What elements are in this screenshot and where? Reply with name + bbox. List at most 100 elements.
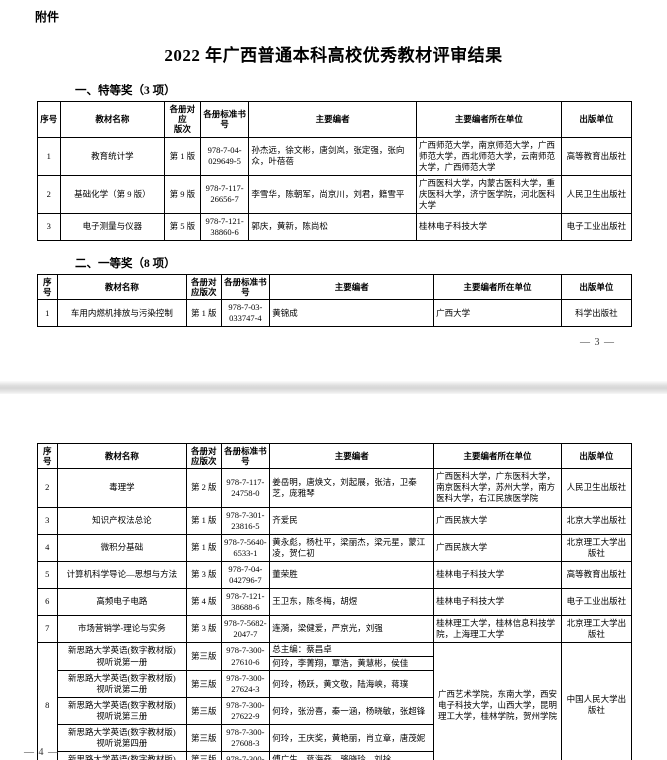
table-cell: 孙杰远，徐文彬，唐剑岚，张定强，张向众，叶蓓蓓 [248,136,417,176]
column-header: 序 号 [37,442,58,470]
table-cell: 董荣胜 [269,560,435,589]
cell-part: 何玲，李菁翔，覃浩，黄慧彬，侯佳 [270,656,434,670]
table-cell: 978-7-300- [220,751,271,760]
table-cell: 第三版 [186,697,222,726]
table-cell: 978-7-300- 27622-9 [220,697,271,726]
table-cell: 第 1 版 [186,506,222,535]
page-gap-divider [0,381,667,394]
table-cell: 总主编：蔡昌卓何玲，李菁翔，覃浩，黄慧彬，侯佳 [269,641,435,672]
table-cell: 8 [37,641,58,760]
first-prize-table-page3-grid: 序 号教材名称 各册对 应版次 各册标准书 号主要编者 主要编者所在单位 出版单位 1 车用… [37,273,633,328]
table-cell: 2 [37,468,58,508]
column-header: 各册标准书 号 [199,101,250,138]
table-cell: 978-7-301- 23816-5 [220,506,271,535]
table-cell: 广西艺术学院，东南大学，西安电子科技大学，山西大学，昆明理工大学，桂林学院，贺州… [433,641,562,760]
table-cell: 桂林理工大学，桂林信息科技学院，上海理工大学 [433,614,562,643]
table-cell: 978-7-03- 033747-4 [220,299,271,328]
table-row: 6 高频电子电路第 4 版 978-7-121- 38688-6 王卫东，陈冬梅，胡煜… [37,587,633,616]
table-cell: 第 4 版 [186,587,222,616]
table-cell: 黄锦成 [269,299,435,328]
table-cell: 978-7-04- 029649-5 [199,136,250,176]
table-cell: 北京理工大学出 版社 [560,614,633,643]
table-cell: 李雪华，陈朝军，尚京川，刘君，籍雪平 [248,174,417,214]
page-number-4: — 4 — [24,747,59,758]
table-cell: 姜岳明，唐焕文，刘起展，张洁，卫秦芝，庞雅琴 [269,468,435,508]
table-cell: 桂林电子科技大学 [433,587,562,616]
table-cell: 王卫东，陈冬梅，胡煜 [269,587,435,616]
table-cell: 978-7-300- 27608-3 [220,724,271,753]
column-header: 出版单位 [560,273,633,301]
column-header: 主要编者 [269,273,435,301]
table-cell: 7 [37,614,58,643]
table-cell: 1 [37,299,58,328]
table-row: 3 电子测量与仪器第 5 版 978-7-121- 38860-6 郭庆，黄新，陈尚松… [37,212,633,241]
attachment-label: 附件 [35,10,60,24]
table-cell: 第 2 版 [186,468,222,508]
table-cell: 市场营销学-理论与实务 [56,614,188,643]
table-cell: 广西医科大学，广东医科大学，南京医科大学，苏州大学，南方医科大学，右江民族医学院 [433,468,562,508]
table-cell: 978-7-117- 26656-7 [199,174,250,214]
page-number-3: — 3 — [580,337,615,349]
column-header: 序 号 [37,273,58,301]
table-cell: 知识产权法总论 [56,506,188,535]
table-cell: 高等教育出版社 [560,136,633,176]
table-cell: 科学出版社 [560,299,633,328]
table-row: 5 计算机科学导论—思想与方法第 3 版 978-7-04- 042796-7 董荣胜… [37,560,633,589]
table-cell: 黄永彪，杨杜平，梁丽杰，梁元星，蒙江凌，贺仁初 [269,533,435,562]
column-header: 序号 [37,101,61,138]
first-prize-table-page4-grid: 序 号教材名称 各册对 应版次 各册标准书 号主要编者 主要编者所在单位 出版单位 2 毒理… [37,442,633,760]
cell-part: 总主编：蔡昌卓 [272,643,332,654]
table-cell: 第 1 版 [186,533,222,562]
table-cell: 教育统计学 [59,136,166,176]
table-cell: 新思路大学英语(数字教材版) 视听说第四册 [56,724,188,753]
table-cell: 978-7-121- 38860-6 [199,212,250,241]
table-cell: 桂林电子科技大学 [415,212,562,241]
table-row: 3 知识产权法总论第 1 版 978-7-301- 23816-5 齐爱民 广西民族大学… [37,506,633,535]
table-cell: 人民卫生出版社 [560,174,633,214]
section-heading-special-prize: 一、特等奖（3 项） [75,85,176,97]
table-row: 2 毒理学第 2 版 978-7-117- 24758-0 姜岳明，唐焕文，刘起展，张… [37,468,633,508]
table-cell: 毒理学 [56,468,188,508]
table-cell: 何玲，杨跃，黄文敬，陆海峡，蒋璞 [269,670,435,699]
table-cell: 第三版 [186,641,222,672]
table-row: 新思路大学英语(数字教材版) 视听说第四册 第三版 978-7-300- 27608… [38,724,632,753]
table-cell: 新思路大学英语(数字教材版) [56,751,188,760]
table-cell: 新思路大学英语(数字教材版) 视听说第三册 [56,697,188,726]
table-cell: 高频电子电路 [56,587,188,616]
table-cell: 微积分基础 [56,533,188,562]
first-prize-table-page3: 序 号教材名称 各册对 应版次 各册标准书 号主要编者 主要编者所在单位 出版单位 1 车用… [0,273,667,328]
table-cell: 中国人民大学出 版社 [560,641,633,760]
table-row: 1 教育统计学第 1 版 978-7-04- 029649-5 孙杰远，徐文彬，唐剑岚… [37,136,633,176]
table-row: 新思路大学英语(数字教材版) 视听说第二册 第三版 978-7-300- 27624… [38,670,632,699]
table-cell: 人民卫生出版社 [560,468,633,508]
table-cell: 978-7-300- 27610-6 [220,641,271,672]
table-cell: 第 3 版 [186,560,222,589]
table-cell: 计算机科学导论—思想与方法 [56,560,188,589]
table-cell: 电子工业出版社 [560,212,633,241]
table-cell: 新思路大学英语(数字教材版) 视听说第一册 [56,641,188,672]
table-row: 8 新思路大学英语(数字教材版) 视听说第一册 第三版 978-7-300- 2761… [37,641,633,760]
table-cell: 桂林电子科技大学 [433,560,562,589]
table-cell: 电子测量与仪器 [59,212,166,241]
document-page-3: 附件 2022 年广西普通本科高校优秀教材评审结果 一、特等奖（3 项） 序号教… [0,10,667,349]
table-cell: 广西民族大学 [433,506,562,535]
table-row: 2 基础化学（第 9 版）第 9 版 978-7-117- 26656-7 李雪华，陈… [37,174,633,214]
table-cell: 齐爱民 [269,506,435,535]
table-cell: 978-7-5640- 6533-1 [220,533,271,562]
column-header: 出版单位 [560,442,633,470]
document-page-4: 序 号教材名称 各册对 应版次 各册标准书 号主要编者 主要编者所在单位 出版单位 2 毒理… [0,394,667,760]
table-cell: 第三版 [186,724,222,753]
header-row: 序 号教材名称 各册对 应版次 各册标准书 号主要编者 主要编者所在单位 出版单位 [37,442,633,470]
column-header: 主要编者所在单位 [415,101,562,138]
special-prize-table-grid: 序号 教材名称 各册对应 版次 各册标准书 号主要编者 主要编者所在单位 出版单位 1 教育统… [37,101,633,241]
table-cell: 第三版 [186,751,222,760]
table-cell: 3 [37,212,61,241]
table-cell: 4 [37,533,58,562]
table-cell: 第 1 版 [186,299,222,328]
table-row: 4 微积分基础第 1 版 978-7-5640- 6533-1 黄永彪，杨杜平，梁丽杰… [37,533,633,562]
column-header: 主要编者所在单位 [433,442,562,470]
table-cell: 2 [37,174,61,214]
table-cell: 何玲，张汾喜，秦一涵，杨晓敏，张超锋 [269,697,435,726]
table-cell: 电子工业出版社 [560,587,633,616]
table-cell: 郭庆，黄新，陈尚松 [248,212,417,241]
